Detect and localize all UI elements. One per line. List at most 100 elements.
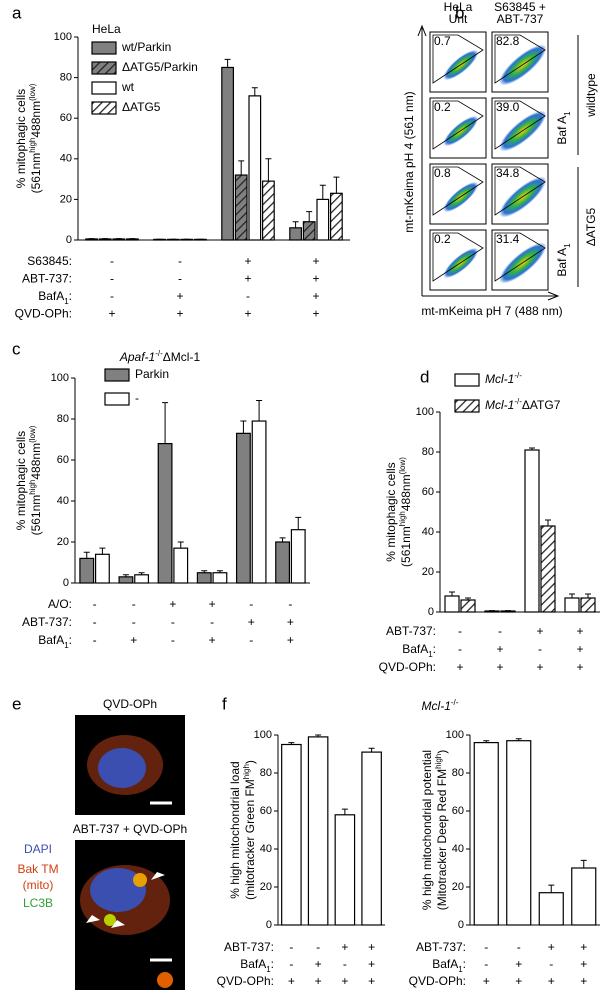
gate-value: 39.0 — [496, 100, 520, 114]
y-tick-label: 80 — [57, 413, 69, 425]
condition-mark: + — [496, 660, 503, 674]
condition-mark: + — [176, 307, 183, 321]
text-part: (561nm — [29, 495, 43, 536]
bar — [85, 238, 99, 241]
error-bar — [580, 859, 587, 868]
puncta — [104, 914, 116, 926]
error-bar — [368, 747, 375, 753]
legend-label: Mcl-1-/-ΔATG7 — [485, 397, 561, 413]
condition-label: QVD-OPh: — [379, 660, 436, 674]
error-bar — [341, 808, 348, 815]
y-label-line: % high mitochondrial potential — [420, 750, 434, 910]
genotype-label: ΔATG5 — [584, 207, 598, 246]
text-part: : — [271, 957, 274, 971]
gate — [432, 100, 484, 150]
y-tick-label: 100 — [416, 406, 434, 418]
bar — [524, 449, 540, 613]
error-bar — [122, 574, 129, 577]
condition-label: ABT-737: — [386, 624, 436, 638]
text-part: 1 — [563, 243, 572, 248]
condition-mark: + — [315, 974, 322, 988]
text-part: high — [242, 764, 251, 779]
condition-mark: - — [178, 254, 182, 268]
text-part: high — [28, 138, 37, 153]
y-label: % mitophagic cells (561nmhigh488nm(low) — [14, 425, 43, 535]
column-header: S63845 + — [494, 0, 546, 14]
text-part: ) — [435, 750, 449, 754]
text-part: high — [398, 511, 407, 526]
y-tick-label: 60 — [260, 805, 272, 817]
condition-mark: - — [210, 615, 214, 629]
condition-mark: + — [515, 957, 522, 971]
text-part: BafA — [240, 957, 266, 971]
condition-label: QVD-OPh: — [217, 974, 274, 988]
bar — [460, 599, 476, 613]
y-label-line: (561nmhigh488nm(low) — [398, 457, 414, 567]
panel-letter: a — [12, 3, 22, 22]
legend-label: ΔATG5/Parkin — [122, 60, 198, 74]
baf-label: Baf A1 — [555, 111, 571, 145]
text-part: -/- — [514, 371, 522, 380]
text-part: Mcl-1 — [485, 398, 514, 412]
text-part: 1 — [266, 965, 271, 974]
condition-mark: + — [456, 660, 463, 674]
condition-mark: - — [246, 289, 250, 303]
gate — [432, 34, 484, 84]
y-tick-label: 20 — [60, 193, 72, 205]
condition-mark: - — [458, 642, 462, 656]
error-bar — [545, 519, 551, 526]
bar — [251, 420, 267, 584]
bar — [125, 238, 139, 241]
error-bar — [177, 541, 184, 549]
text-part: (mitotracker Green FM — [243, 779, 257, 900]
text-part: 488nm — [29, 443, 43, 480]
error-bar — [224, 58, 231, 68]
bar — [302, 221, 316, 241]
nucleus — [98, 748, 146, 788]
y-tick-label: 0 — [266, 919, 272, 931]
text-part: : — [69, 289, 72, 303]
condition-mark: + — [548, 974, 555, 988]
bar — [196, 572, 212, 584]
bar — [275, 541, 291, 584]
error-bar — [83, 551, 90, 559]
condition-mark: + — [368, 940, 375, 954]
text-part: ΔATG7 — [522, 398, 561, 412]
condition-mark: + — [341, 974, 348, 988]
condition-label: QVD-OPh: — [409, 974, 466, 988]
condition-mark: + — [536, 624, 543, 638]
text-part: Baf A — [555, 116, 569, 145]
condition-mark: - — [343, 957, 347, 971]
treatment-label: Baf A1 — [555, 111, 571, 145]
puncta — [133, 873, 147, 887]
y-label-line: (Mitotracker Deep Red FMhigh) — [434, 750, 450, 911]
text-part: -/- — [514, 397, 522, 406]
legend-label: Mcl-1-/- — [485, 371, 522, 387]
text-part: 1 — [563, 111, 572, 116]
legend-swatch — [91, 101, 117, 115]
bar — [571, 867, 597, 926]
condition-mark: - — [249, 597, 253, 611]
chart-title: Apaf-1-/-ΔMcl-1 — [119, 349, 201, 365]
panel-letter: e — [12, 694, 21, 713]
legend-swatch — [91, 41, 117, 55]
condition-mark: - — [178, 272, 182, 286]
y-tick-label: 20 — [452, 881, 464, 893]
baf-label: Baf A1 — [555, 243, 571, 277]
y-label-line: % mitophagic cells — [14, 431, 28, 530]
text-part: BafA — [38, 289, 64, 303]
gate — [432, 166, 484, 216]
bar — [473, 741, 499, 926]
channel-label: DAPI — [24, 842, 52, 856]
condition-mark: + — [244, 307, 251, 321]
bar — [94, 553, 110, 584]
condition-mark: - — [549, 957, 553, 971]
condition-mark: + — [580, 940, 587, 954]
error-bar — [240, 420, 247, 434]
text-part: ) — [243, 760, 257, 764]
error-bar — [529, 447, 535, 450]
y-tick-label: 0 — [458, 919, 464, 931]
error-bar — [585, 593, 591, 598]
condition-mark: + — [576, 660, 583, 674]
y-tick-label: 80 — [260, 767, 272, 779]
